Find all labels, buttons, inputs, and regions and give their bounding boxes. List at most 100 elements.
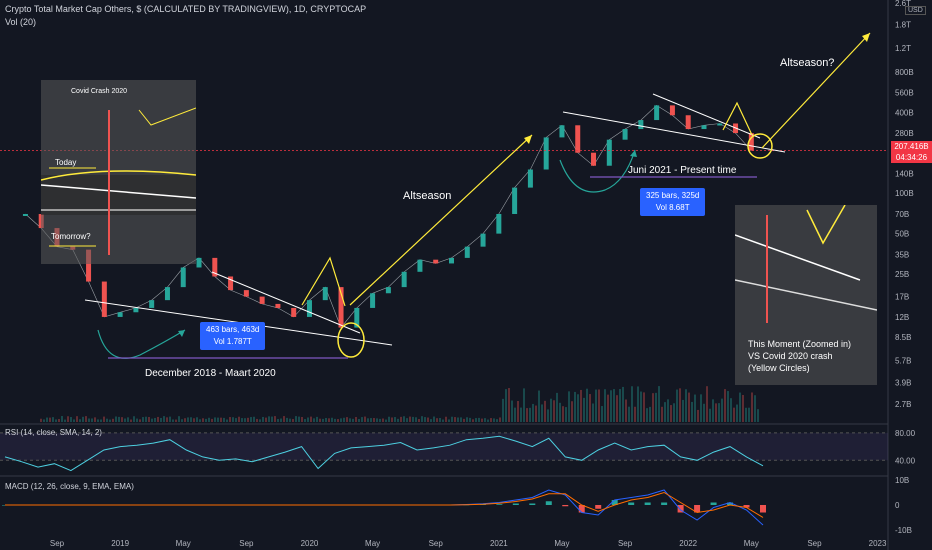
time-tick-9: Sep xyxy=(618,539,633,548)
volume-bar xyxy=(190,417,192,422)
volume-bar xyxy=(577,394,579,422)
rsi-tick-0: 80.00 xyxy=(895,429,916,438)
volume-bar xyxy=(88,419,90,422)
volume-bar xyxy=(649,407,651,422)
volume-bar xyxy=(43,419,45,422)
volume-bar xyxy=(484,418,486,422)
volume-bar xyxy=(319,419,321,422)
volume-bar xyxy=(52,417,54,422)
volume-bar xyxy=(202,418,204,422)
volume-bar xyxy=(754,395,756,422)
volume-bar xyxy=(610,390,612,422)
volume-bar xyxy=(328,418,330,422)
price-tick-18: 2.7B xyxy=(895,400,911,409)
volume-bar xyxy=(733,408,735,422)
price-candle xyxy=(370,293,375,308)
volume-bar xyxy=(241,418,243,422)
volume-bar xyxy=(580,390,582,422)
volume-bar xyxy=(607,395,609,422)
volume-bar xyxy=(274,416,276,422)
volume-bar xyxy=(64,420,66,422)
volume-bar xyxy=(391,417,393,422)
volume-bar xyxy=(58,419,60,422)
period2-label: Juni 2021 - Present time xyxy=(628,165,736,176)
volume-bar xyxy=(169,417,171,422)
price-candle xyxy=(323,287,328,300)
volume-bar xyxy=(421,416,423,422)
volume-bar xyxy=(679,388,681,422)
volume-bar xyxy=(289,419,291,422)
volume-bar xyxy=(703,404,705,422)
volume-bar xyxy=(97,419,99,422)
volume-bar xyxy=(496,419,498,422)
volume-bar xyxy=(619,389,621,422)
time-tick-10: 2022 xyxy=(679,539,697,548)
volume-bar xyxy=(298,417,300,422)
volume-bar xyxy=(502,399,504,422)
volume-bar xyxy=(550,399,552,422)
volume-bar xyxy=(508,388,510,422)
volume-bar xyxy=(697,410,699,422)
macd-histogram-bar xyxy=(595,505,601,509)
volume-bar xyxy=(616,395,618,422)
macd-histogram-bar xyxy=(628,503,634,506)
volume-bar xyxy=(133,416,135,422)
volume-bar xyxy=(751,392,753,422)
volume-bar xyxy=(217,418,219,422)
inset-moment-caption: This Moment (Zoomed in) VS Covid 2020 cr… xyxy=(748,338,851,374)
range-box-1-bars: 463 bars, 463d xyxy=(206,324,259,336)
volume-bar xyxy=(442,420,444,422)
volume-bar xyxy=(667,399,669,422)
altseason-arrow-1 xyxy=(350,135,532,305)
volume-bar xyxy=(472,419,474,422)
volume-bar xyxy=(238,417,240,422)
volume-bar xyxy=(136,419,138,422)
volume-bar xyxy=(454,417,456,422)
price-tick-11: 35B xyxy=(895,250,909,259)
volume-bar xyxy=(229,417,231,422)
currency-label[interactable]: USD xyxy=(905,6,926,15)
volume-bar xyxy=(505,389,507,422)
price-tick-6: 280B xyxy=(895,129,914,138)
volume-bar xyxy=(493,418,495,422)
price-tick-5: 400B xyxy=(895,108,914,117)
time-tick-6: Sep xyxy=(429,539,444,548)
volume-bar xyxy=(193,418,195,422)
volume-bar xyxy=(715,403,717,422)
range-box-1: 463 bars, 463d Vol 1.787T xyxy=(200,322,265,350)
price-candle xyxy=(544,137,549,169)
volume-bar xyxy=(526,408,528,422)
volume-bar xyxy=(214,417,216,422)
volume-bar xyxy=(151,419,153,422)
volume-bar xyxy=(349,418,351,422)
volume-bar xyxy=(172,419,174,422)
price-candle xyxy=(528,170,533,188)
volume-bar xyxy=(487,420,489,422)
teal-arc-2021 xyxy=(560,150,635,192)
volume-bar xyxy=(139,419,141,422)
volume-bar xyxy=(91,418,93,422)
volume-bar xyxy=(157,417,159,422)
volume-bar xyxy=(682,400,684,422)
time-tick-3: Sep xyxy=(239,539,254,548)
time-tick-7: 2021 xyxy=(490,539,508,548)
volume-bar xyxy=(739,393,741,422)
volume-bar xyxy=(379,419,381,422)
volume-bar xyxy=(322,419,324,422)
volume-bar xyxy=(208,418,210,422)
volume-bar xyxy=(154,418,156,422)
teal-arrowhead-2021 xyxy=(630,150,637,157)
volume-bar xyxy=(562,406,564,422)
price-candle xyxy=(481,234,486,247)
price-candle xyxy=(244,290,249,296)
volume-bar xyxy=(211,419,213,422)
volume-bar xyxy=(721,399,723,422)
volume-bar xyxy=(70,417,72,422)
volume-bar xyxy=(280,419,282,422)
volume-bar xyxy=(388,417,390,422)
volume-bar xyxy=(511,401,513,422)
price-candle xyxy=(133,308,138,312)
volume-bar xyxy=(541,404,543,422)
volume-bar xyxy=(148,417,150,422)
volume-bar xyxy=(85,416,87,422)
